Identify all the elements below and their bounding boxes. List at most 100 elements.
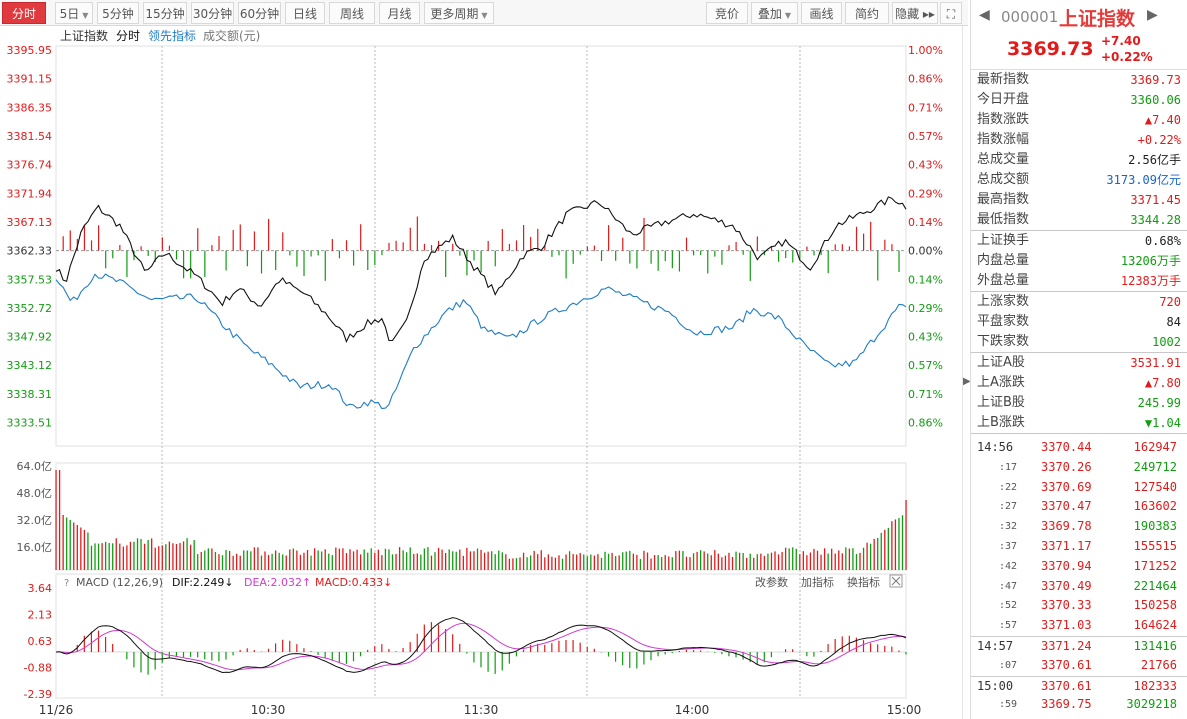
volume-bar (707, 553, 709, 570)
tool-button-1[interactable]: 叠加 ▼ (751, 2, 798, 24)
volume-bar (285, 555, 287, 570)
prev-stock-icon[interactable]: ◀ (979, 7, 990, 23)
tick-list[interactable]: 14:56 3370.44 162947:17 3370.26 249712:22 337… (971, 438, 1187, 719)
stats-value: 3531.91 (1130, 356, 1181, 370)
volume-bar (335, 547, 337, 570)
volume-axis-label: 16.0亿 (17, 541, 53, 554)
period-tab-8[interactable]: 月线 (379, 2, 420, 24)
volume-bar (55, 470, 57, 570)
volume-bar (877, 537, 879, 570)
next-stock-icon[interactable]: ▶ (1147, 7, 1158, 23)
volume-bar (175, 543, 178, 570)
volume-bar (161, 545, 163, 570)
period-tab-label: 日线 (292, 7, 317, 21)
period-tab-7[interactable]: 周线 (329, 2, 375, 24)
strength-bar (360, 224, 362, 251)
tick-time: :47 (999, 580, 1018, 592)
strength-bar (246, 250, 248, 267)
period-tab-0[interactable]: 分时 (2, 2, 46, 24)
period-tab-1[interactable]: 5日 ▼ (55, 2, 93, 24)
tick-volume: 150258 (1133, 598, 1177, 613)
strength-bar (225, 250, 227, 271)
period-tab-label: 5分钟 (102, 7, 134, 21)
tick-price: 3369.75 (1041, 697, 1092, 712)
macd-link-0[interactable]: 改参数 (755, 575, 788, 589)
volume-bar (894, 519, 897, 570)
strength-bar (848, 246, 851, 251)
volume-bar (374, 552, 376, 570)
stats-label: 上B涨跌 (977, 415, 1025, 430)
expand-icon[interactable]: ⛶ (940, 2, 962, 24)
volume-bar (299, 554, 302, 570)
dropdown-caret-icon: ▼ (82, 11, 89, 20)
volume-bar (359, 554, 362, 570)
strength-bar (593, 245, 596, 251)
tick-time: :32 (999, 521, 1018, 533)
strength-bar (579, 250, 581, 255)
macd-axis-label: -2.39 (24, 688, 52, 701)
macd-dif: DIF:2.249↓ (172, 576, 234, 589)
period-tab-2[interactable]: 5分钟 (97, 2, 139, 24)
stats-value: 2.56亿手 (1128, 153, 1181, 167)
strength-bar (508, 243, 511, 251)
volume-bar (303, 552, 305, 570)
tick-time: :42 (999, 560, 1018, 572)
strength-bar (799, 250, 801, 260)
stats-label: 内盘总量 (977, 253, 1030, 268)
period-tab-6[interactable]: 日线 (285, 2, 325, 24)
volume-bar (862, 547, 865, 570)
tool-button-4[interactable]: 隐藏 ▸▸ (892, 2, 938, 24)
macd-link-2[interactable]: 换指标 (847, 575, 880, 589)
price-change: +7.40 +0.22% (1101, 34, 1153, 64)
strength-bar (608, 225, 610, 251)
strength-bar (260, 250, 263, 274)
tick-time: :07 (999, 659, 1018, 671)
pct-axis-label: 0.43% (908, 159, 943, 172)
volume-bar (370, 548, 372, 570)
stats-value: 720 (1159, 295, 1181, 309)
stats-value: ▲7.40 (1144, 113, 1181, 127)
volume-bar (632, 553, 634, 570)
volume-bar (650, 558, 652, 570)
volume-bar (512, 558, 514, 570)
volume-bar (537, 554, 539, 570)
volume-bar (597, 554, 599, 570)
panel-splitter[interactable]: ▶ (962, 26, 971, 719)
period-tab-5[interactable]: 60分钟 (238, 2, 281, 24)
stats-label: 总成交量 (977, 152, 1030, 167)
volume-bar (866, 542, 868, 570)
stats-row: 平盘家数 84 (971, 312, 1187, 332)
volume-bar (228, 550, 231, 570)
volume-bar (182, 541, 185, 570)
tool-button-3[interactable]: 简约 (845, 2, 889, 24)
volume-bar (799, 554, 801, 570)
strength-bar (586, 246, 588, 251)
collapse-arrow-icon[interactable]: ▶ (963, 376, 971, 387)
volume-bar (282, 554, 284, 570)
strength-bar (898, 250, 900, 273)
strength-bar (423, 243, 426, 251)
period-tab-3[interactable]: 15分钟 (143, 2, 187, 24)
period-tab-4[interactable]: 30分钟 (191, 2, 234, 24)
tick-row: :32 3369.78 190383 (971, 517, 1187, 537)
strength-bar (742, 250, 744, 255)
dropdown-caret-icon: ▼ (481, 11, 488, 20)
volume-bar (756, 554, 758, 570)
volume-bar (94, 543, 96, 570)
tool-button-0[interactable]: 竞价 (706, 2, 748, 24)
macd-axis-label: 2.13 (28, 609, 53, 622)
tool-button-2[interactable]: 画线 (801, 2, 842, 24)
volume-bar (678, 550, 681, 570)
volume-bar (887, 527, 889, 570)
volume-bar (427, 547, 429, 570)
strength-bar (565, 250, 567, 279)
stats-row: 上B涨跌 ▼1.04 (971, 413, 1187, 433)
intraday-chart[interactable]: 上证指数 分时 领先指标 成交额(元) 3395.95 1.00% 3391.15 0.86%… (0, 26, 968, 719)
strength-bar (728, 245, 730, 251)
tool-button-label: 画线 (809, 7, 834, 21)
period-tab-9[interactable]: 更多周期 ▼ (424, 2, 494, 24)
strength-bar (190, 250, 192, 279)
pct-axis-label: 0.86% (908, 73, 943, 86)
macd-link-1[interactable]: 加指标 (801, 575, 834, 589)
strength-bar (83, 224, 86, 251)
